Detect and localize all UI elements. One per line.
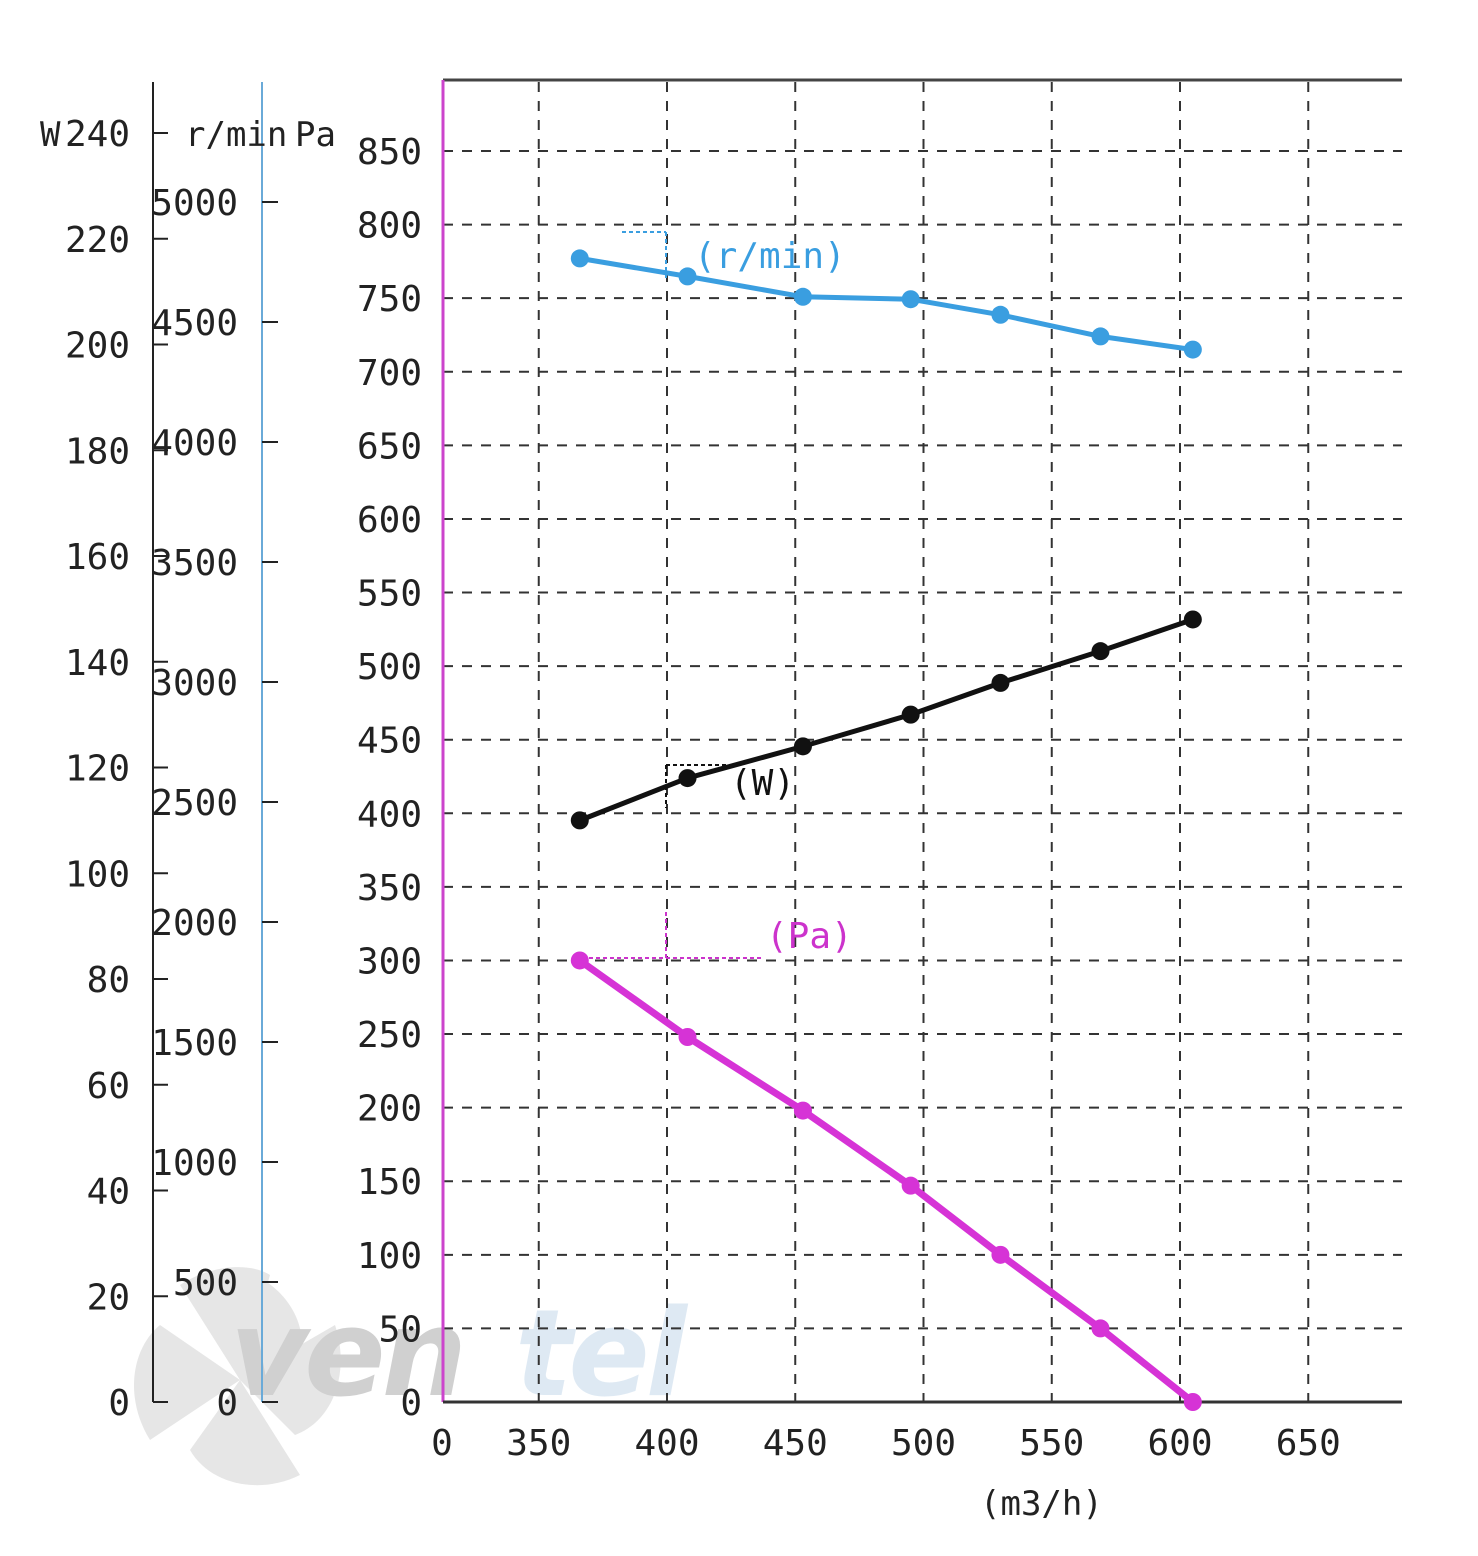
power-tick-label: 140 — [65, 643, 130, 684]
speed-tick-label: 500 — [173, 1263, 238, 1304]
pressure-tick-label: 150 — [357, 1162, 422, 1203]
power-data-point — [901, 705, 920, 724]
power-tick-label: 220 — [65, 220, 130, 261]
speed-tick-label: 1000 — [151, 1143, 238, 1184]
pressure-tick-label: 400 — [357, 794, 422, 835]
x-tick-label: 550 — [1019, 1423, 1084, 1464]
pressure-tick-label: 50 — [379, 1309, 422, 1350]
power-tick-label: 20 — [87, 1277, 130, 1318]
speed-axis-ticks: 0 500 1000 1500 2000 2500 3000 3500 4000 4500 5000 — [151, 183, 278, 1424]
power-tick-label: 240 — [65, 114, 130, 155]
pressure-axis-ticks: 0 50 100 150 200 250 300 350 400 450 500 550 600 650 7… — [357, 132, 422, 1424]
rpm-data-point — [901, 290, 920, 309]
x-tick-label: 650 — [1276, 1423, 1341, 1464]
power-tick-label: 180 — [65, 431, 130, 472]
speed-tick-label: 1500 — [151, 1023, 238, 1064]
power-axis-unit: W — [40, 115, 61, 155]
power-data-point — [570, 811, 589, 830]
pressure-data-point — [991, 1245, 1010, 1264]
power-tick-label: 200 — [65, 326, 130, 367]
power-tick-label: 100 — [65, 854, 130, 895]
x-tick-label: 450 — [763, 1423, 828, 1464]
pressure-tick-label: 750 — [357, 279, 422, 320]
ventel-watermark-logo: ven tel — [133, 1267, 693, 1486]
x-tick-label: 0 — [431, 1423, 453, 1464]
power-data-point — [1091, 642, 1110, 661]
speed-axis-unit: r/min — [185, 115, 287, 155]
speed-tick-label: 4500 — [151, 303, 238, 344]
power-data-point — [991, 673, 1010, 692]
power-data-point — [793, 737, 812, 756]
rpm-data-point — [793, 287, 812, 306]
rpm-data-point — [991, 305, 1010, 324]
pressure-tick-label: 850 — [357, 132, 422, 173]
x-axis-ticks: 0 350 400 450 500 550 600 650 — [431, 1423, 1341, 1464]
speed-tick-label: 3500 — [151, 543, 238, 584]
power-data-point — [1183, 610, 1202, 629]
pressure-data-point — [901, 1176, 920, 1195]
pressure-tick-label: 500 — [357, 647, 422, 688]
speed-tick-label: 5000 — [151, 183, 238, 224]
pressure-data-point — [678, 1028, 697, 1047]
power-axis-ticks: 0 20 40 60 80 100 120 140 160 180 200 220 240 — [65, 114, 168, 1424]
grid-lines — [443, 82, 1402, 1402]
series-label-rpm: (r/min) — [694, 236, 846, 277]
rpm-data-point — [570, 249, 589, 268]
pressure-tick-label: 650 — [357, 426, 422, 467]
power-tick-label: 0 — [108, 1383, 130, 1424]
series-group — [570, 249, 1202, 1411]
pressure-tick-label: 0 — [400, 1383, 422, 1424]
pressure-tick-label: 300 — [357, 941, 422, 982]
power-tick-label: 120 — [65, 749, 130, 790]
series-label-pressure: (Pa) — [766, 916, 853, 957]
rpm-data-point — [1091, 327, 1110, 346]
pressure-tick-label: 100 — [357, 1236, 422, 1277]
pressure-tick-label: 350 — [357, 868, 422, 909]
label-leaders — [582, 231, 762, 959]
pressure-data-point — [1091, 1319, 1110, 1338]
speed-tick-label: 0 — [216, 1383, 238, 1424]
x-tick-label: 500 — [891, 1423, 956, 1464]
series-label-power: (W) — [730, 763, 795, 804]
pressure-axis-unit: Pa — [295, 115, 336, 155]
pressure-data-point — [1183, 1393, 1202, 1411]
x-tick-label: 400 — [634, 1423, 699, 1464]
pressure-tick-label: 250 — [357, 1015, 422, 1056]
rpm-data-point — [1183, 340, 1202, 359]
power-tick-label: 80 — [87, 960, 130, 1001]
pressure-tick-label: 200 — [357, 1089, 422, 1130]
pressure-data-point — [570, 951, 589, 970]
speed-tick-label: 2000 — [151, 903, 238, 944]
pressure-tick-label: 450 — [357, 721, 422, 762]
x-tick-label: 350 — [506, 1423, 571, 1464]
pressure-tick-label: 550 — [357, 574, 422, 615]
x-axis-label: (m3/h) — [980, 1484, 1103, 1524]
power-tick-label: 60 — [87, 1066, 130, 1107]
speed-tick-label: 2500 — [151, 783, 238, 824]
pressure-tick-label: 800 — [357, 206, 422, 247]
speed-tick-label: 3000 — [151, 663, 238, 704]
pressure-tick-label: 700 — [357, 353, 422, 394]
power-data-point — [678, 769, 697, 788]
watermark-text-a: ven — [230, 1285, 463, 1424]
rpm-data-point — [678, 267, 697, 286]
power-tick-label: 160 — [65, 537, 130, 578]
x-tick-label: 600 — [1147, 1423, 1212, 1464]
fan-blade-icon — [133, 1267, 341, 1486]
speed-tick-label: 4000 — [151, 423, 238, 464]
pressure-data-point — [793, 1101, 812, 1120]
pressure-tick-label: 600 — [357, 500, 422, 541]
power-tick-label: 40 — [87, 1172, 130, 1213]
